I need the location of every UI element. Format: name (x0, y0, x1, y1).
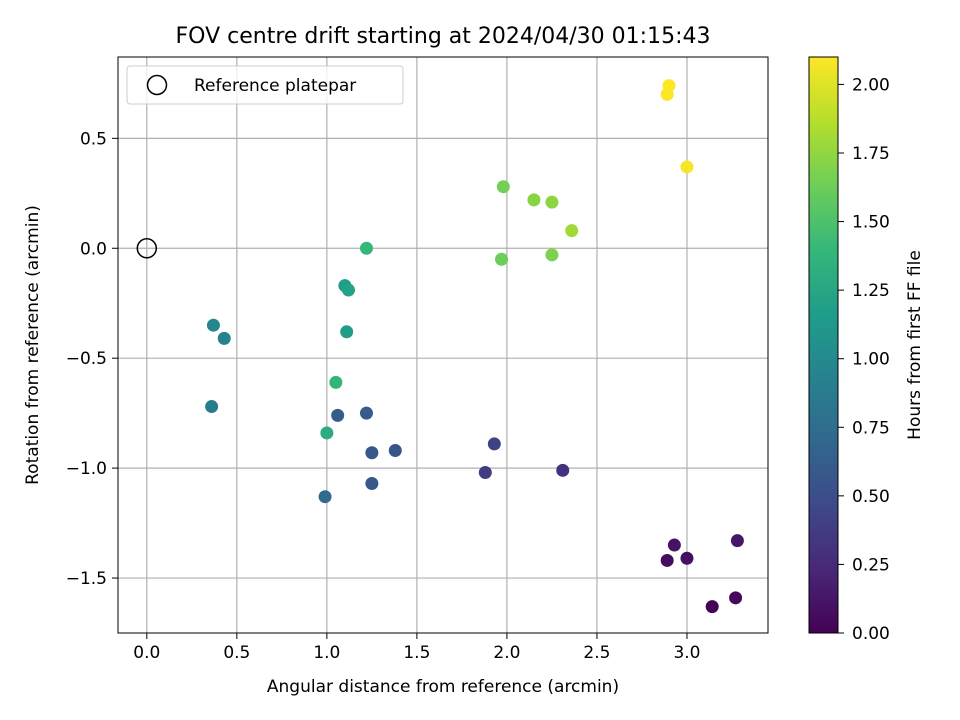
reference-platepar-marker (136, 238, 158, 259)
data-point (359, 241, 373, 255)
data-point (565, 224, 579, 238)
colorbar-tick-label: 1.50 (852, 213, 890, 233)
data-point (667, 538, 681, 552)
data-point (365, 477, 379, 491)
x-tick-label: 1.0 (313, 643, 340, 663)
x-tick-label: 0.5 (223, 643, 250, 663)
data-point (388, 444, 402, 458)
data-point (662, 79, 676, 93)
y-tick-label: −1.0 (66, 459, 107, 479)
data-point (545, 195, 559, 209)
data-point (318, 490, 332, 504)
plot-area-frame (117, 56, 769, 634)
x-axis-label: Angular distance from reference (arcmin) (267, 677, 619, 697)
colorbar-tick-label: 0.00 (852, 624, 890, 644)
x-tick-label: 2.5 (583, 643, 610, 663)
data-point (478, 466, 492, 480)
colorbar-tick-label: 1.75 (852, 144, 890, 164)
colorbar-tick-label: 1.25 (852, 281, 890, 301)
colorbar-tick-label: 0.50 (852, 487, 890, 507)
data-points (205, 79, 744, 614)
legend-entry-label: Reference platepar (194, 76, 356, 96)
data-point (705, 600, 719, 614)
colorbar-tick-label: 2.00 (852, 75, 890, 95)
data-point (680, 551, 694, 565)
data-point (206, 318, 220, 332)
data-point (320, 426, 334, 440)
data-point (527, 193, 541, 207)
data-point (495, 252, 509, 266)
x-tick-label: 1.5 (403, 643, 430, 663)
y-axis: −1.5 −1.0 −0.5 0.0 0.5 (66, 129, 118, 589)
data-point (340, 325, 354, 339)
colorbar-tick-label: 1.00 (852, 350, 890, 370)
colorbar-tick-label: 0.25 (852, 555, 890, 575)
data-point (217, 331, 231, 345)
data-point (359, 406, 373, 420)
colorbar-tick-label: 0.75 (852, 418, 890, 438)
data-point (556, 463, 570, 477)
data-point (680, 160, 694, 174)
data-point (205, 400, 219, 414)
chart-title: FOV centre drift starting at 2024/04/30 … (176, 24, 711, 49)
y-tick-label: 0.0 (80, 239, 107, 259)
legend: Reference platepar (126, 65, 404, 105)
data-point (487, 437, 501, 451)
data-point (660, 553, 674, 567)
reference-marker-layer (136, 238, 158, 259)
grid-lines (118, 57, 768, 633)
y-tick-label: 0.5 (80, 129, 107, 149)
legend-box (126, 65, 404, 105)
y-tick-label: −0.5 (66, 349, 107, 369)
y-axis-label: Rotation from reference (arcmin) (23, 205, 43, 485)
data-point (730, 534, 744, 548)
legend-marker-open-circle (146, 74, 168, 96)
x-tick-label: 2.0 (493, 643, 520, 663)
data-point (496, 180, 510, 194)
data-point (365, 446, 379, 460)
x-axis: 0.0 0.5 1.0 1.5 2.0 2.5 3.0 (133, 633, 700, 663)
data-point (331, 408, 345, 422)
colorbar: 0.00 0.25 0.50 0.75 1.00 1.25 1.50 1.75 2.00 Hou… (808, 56, 925, 644)
y-tick-label: −1.5 (66, 569, 107, 589)
data-point (545, 248, 559, 262)
data-point (729, 591, 743, 605)
colorbar-gradient (808, 56, 839, 634)
colorbar-label: Hours from first FF file (905, 250, 925, 440)
data-point (329, 375, 343, 389)
colorbar-ticks: 0.00 0.25 0.50 0.75 1.00 1.25 1.50 1.75 2.00 (838, 75, 890, 644)
x-tick-label: 3.0 (673, 643, 700, 663)
x-tick-label: 0.0 (133, 643, 160, 663)
data-point (341, 283, 355, 297)
